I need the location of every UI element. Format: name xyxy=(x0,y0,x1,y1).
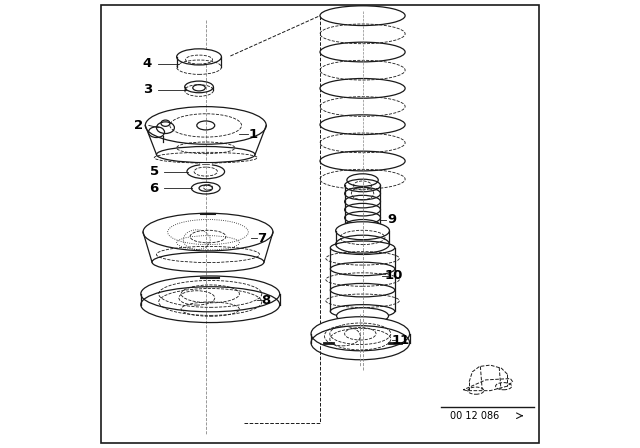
Ellipse shape xyxy=(336,222,390,240)
Text: 8: 8 xyxy=(262,293,271,307)
Text: 1: 1 xyxy=(248,128,257,141)
Text: 00 12 086: 00 12 086 xyxy=(450,411,499,421)
Ellipse shape xyxy=(347,174,378,186)
Text: 11: 11 xyxy=(392,334,410,347)
Ellipse shape xyxy=(311,317,410,351)
Text: 9: 9 xyxy=(387,213,396,226)
Text: 7: 7 xyxy=(257,232,266,245)
Text: 5: 5 xyxy=(150,165,159,178)
Text: 3: 3 xyxy=(143,83,152,96)
Text: 10: 10 xyxy=(385,269,403,282)
Text: 4: 4 xyxy=(143,57,152,70)
Text: 6: 6 xyxy=(150,181,159,195)
Ellipse shape xyxy=(337,308,388,324)
Ellipse shape xyxy=(177,49,221,65)
Text: 2: 2 xyxy=(134,119,143,132)
